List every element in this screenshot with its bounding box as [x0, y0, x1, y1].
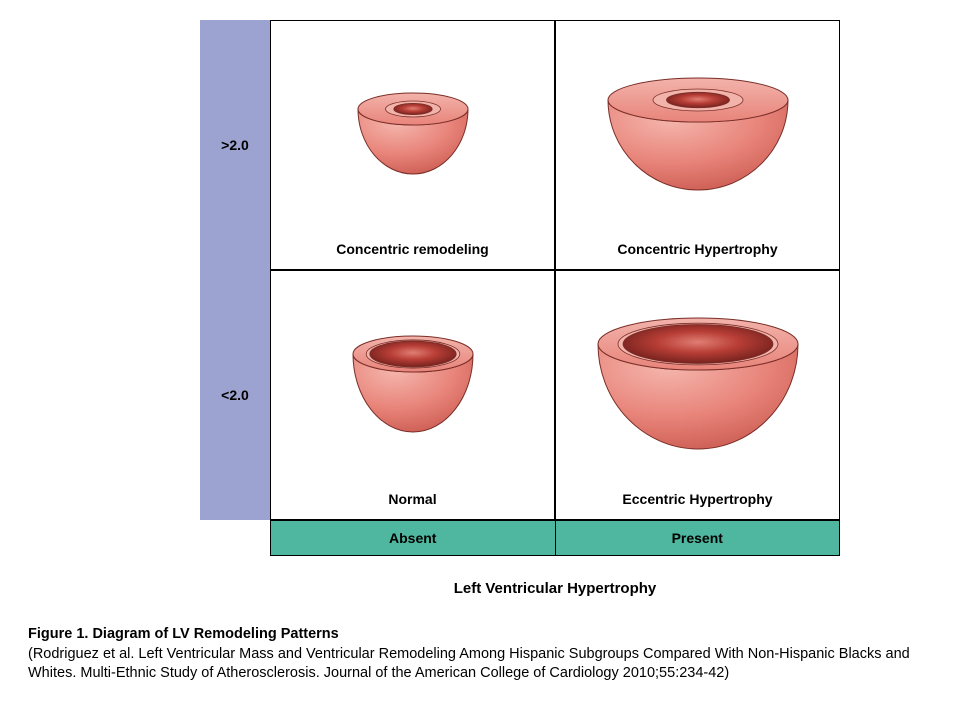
cell-eccentric-hypertrophy: Eccentric Hypertrophy — [555, 270, 840, 520]
y-tick-low: <2.0 — [200, 270, 270, 520]
x-tick-absent: Absent — [271, 521, 556, 555]
x-tick-present: Present — [556, 521, 840, 555]
y-axis-band: >2.0 <2.0 — [200, 20, 270, 520]
bowl-concentric-hypertrophy — [604, 92, 792, 199]
cell-normal: Normal — [270, 270, 555, 520]
cell-concentric-hypertrophy: Concentric Hypertrophy — [555, 20, 840, 270]
y-tick-high: >2.0 — [200, 20, 270, 270]
x-axis-label: Left Ventricular Hypertrophy — [270, 580, 840, 597]
bowl-concentric-remodeling — [354, 107, 472, 183]
caption-body: (Rodriguez et al. Left Ventricular Mass … — [28, 646, 910, 682]
cell-label: Concentric remodeling — [336, 241, 488, 257]
x-axis-band: Absent Present — [270, 520, 840, 556]
cell-label: Normal — [388, 491, 436, 507]
cell-concentric-remodeling: Concentric remodeling — [270, 20, 555, 270]
diagram-grid: Concentric remodeling Concentric Hypertr… — [270, 20, 840, 520]
bowl-eccentric-hypertrophy — [594, 332, 802, 458]
bowl-normal — [349, 350, 477, 441]
cell-label: Concentric Hypertrophy — [617, 241, 777, 257]
cell-label: Eccentric Hypertrophy — [622, 491, 772, 507]
figure-caption: Figure 1. Diagram of LV Remodeling Patte… — [28, 625, 932, 684]
caption-title: Figure 1. Diagram of LV Remodeling Patte… — [28, 626, 339, 642]
